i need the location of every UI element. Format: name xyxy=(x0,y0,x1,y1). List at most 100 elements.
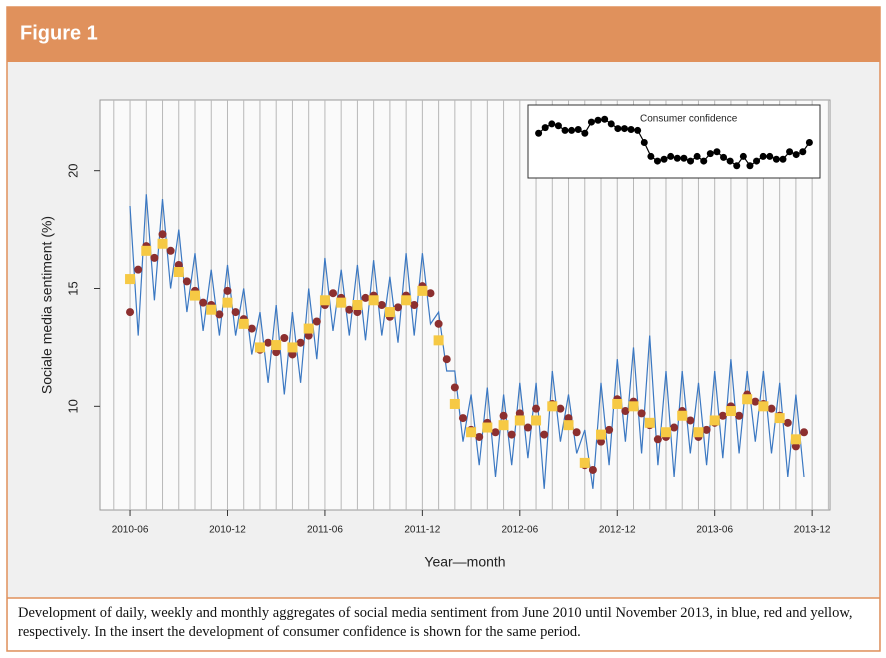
inset-point xyxy=(726,157,734,165)
inset-point xyxy=(581,129,589,137)
monthly-point xyxy=(141,245,152,256)
weekly-point xyxy=(345,305,354,314)
x-axis-label: Year—month xyxy=(424,554,505,570)
monthly-point xyxy=(790,434,801,445)
inset-point xyxy=(561,126,569,134)
inset-point xyxy=(660,155,668,163)
weekly-point xyxy=(791,442,800,451)
monthly-point xyxy=(579,457,590,468)
inset-point xyxy=(700,157,708,165)
weekly-point xyxy=(182,277,191,286)
inset-point xyxy=(753,157,761,165)
inset-point xyxy=(792,151,800,159)
weekly-point xyxy=(394,303,403,312)
weekly-point xyxy=(353,308,362,317)
weekly-point xyxy=(312,317,321,326)
inset-point xyxy=(680,154,688,162)
monthly-point xyxy=(433,335,444,346)
monthly-point xyxy=(417,285,428,296)
weekly-point xyxy=(686,416,695,425)
inset-point xyxy=(720,153,728,161)
inset-point xyxy=(627,126,635,133)
inset-point xyxy=(594,116,602,124)
caption: Development of daily, weekly and monthly… xyxy=(18,605,853,640)
inset-point xyxy=(673,154,681,162)
monthly-point xyxy=(319,295,330,306)
inset-point xyxy=(713,148,721,156)
monthly-point xyxy=(531,415,542,426)
monthly-point xyxy=(563,420,574,431)
monthly-point xyxy=(466,427,477,438)
weekly-point xyxy=(605,425,614,434)
weekly-point xyxy=(556,404,565,413)
inset-point xyxy=(601,115,609,123)
weekly-point xyxy=(515,409,524,418)
weekly-point xyxy=(361,293,370,302)
y-tick-label: 10 xyxy=(65,399,80,413)
monthly-point xyxy=(173,267,184,278)
inset-point xyxy=(574,126,582,133)
monthly-point xyxy=(352,300,363,310)
inset-point xyxy=(739,152,747,160)
inset-point xyxy=(554,122,562,130)
inset-point xyxy=(647,152,655,160)
inset-point xyxy=(535,129,543,137)
weekly-point xyxy=(158,230,167,239)
monthly-point xyxy=(514,415,525,426)
y-tick-label: 20 xyxy=(65,163,80,177)
weekly-point xyxy=(272,348,281,357)
weekly-point xyxy=(215,310,224,319)
monthly-point xyxy=(596,429,607,440)
weekly-point xyxy=(199,298,208,307)
inset-point xyxy=(568,126,576,134)
weekly-point xyxy=(296,338,305,347)
inset-point xyxy=(733,162,741,170)
monthly-point xyxy=(125,274,136,285)
weekly-point xyxy=(653,435,662,444)
monthly-point xyxy=(628,401,639,412)
weekly-point xyxy=(442,355,451,364)
inset-point xyxy=(746,162,754,170)
inset-title: Consumer confidence xyxy=(640,114,738,125)
monthly-point xyxy=(254,342,265,353)
monthly-point xyxy=(774,413,785,424)
weekly-point xyxy=(564,414,573,423)
inset-point xyxy=(640,139,648,146)
inset-point xyxy=(786,148,794,156)
weekly-point xyxy=(783,418,792,427)
inset-point xyxy=(541,124,549,132)
monthly-point xyxy=(612,398,623,409)
weekly-point xyxy=(174,260,183,269)
monthly-point xyxy=(401,295,412,306)
weekly-point xyxy=(800,428,809,437)
inset-point xyxy=(653,157,661,165)
inset-point xyxy=(548,120,556,128)
weekly-point xyxy=(735,411,744,420)
weekly-point xyxy=(166,246,175,255)
monthly-point xyxy=(336,297,347,308)
weekly-point xyxy=(507,430,516,439)
weekly-point xyxy=(304,331,313,340)
inset-point xyxy=(634,126,642,134)
inset-chart: Consumer confidence xyxy=(535,114,813,170)
monthly-point xyxy=(644,417,655,428)
inset-point xyxy=(706,150,714,158)
monthly-point xyxy=(368,295,379,306)
daily-line xyxy=(129,194,805,489)
x-tick-label: 2010-06 xyxy=(112,525,149,536)
inset-frame xyxy=(527,104,821,179)
weekly-point xyxy=(767,404,776,413)
x-tick-label: 2012-06 xyxy=(501,525,538,536)
weekly-point xyxy=(597,437,606,446)
x-tick-label: 2011-12 xyxy=(404,525,440,536)
inset-point xyxy=(667,152,675,160)
weekly-point xyxy=(588,465,597,474)
weekly-point xyxy=(280,333,289,342)
weekly-point xyxy=(126,308,135,317)
y-tick-label: 15 xyxy=(65,281,80,295)
weekly-point xyxy=(426,289,435,298)
monthly-point xyxy=(384,307,395,318)
weekly-point xyxy=(637,409,646,418)
weekly-point xyxy=(621,407,630,416)
